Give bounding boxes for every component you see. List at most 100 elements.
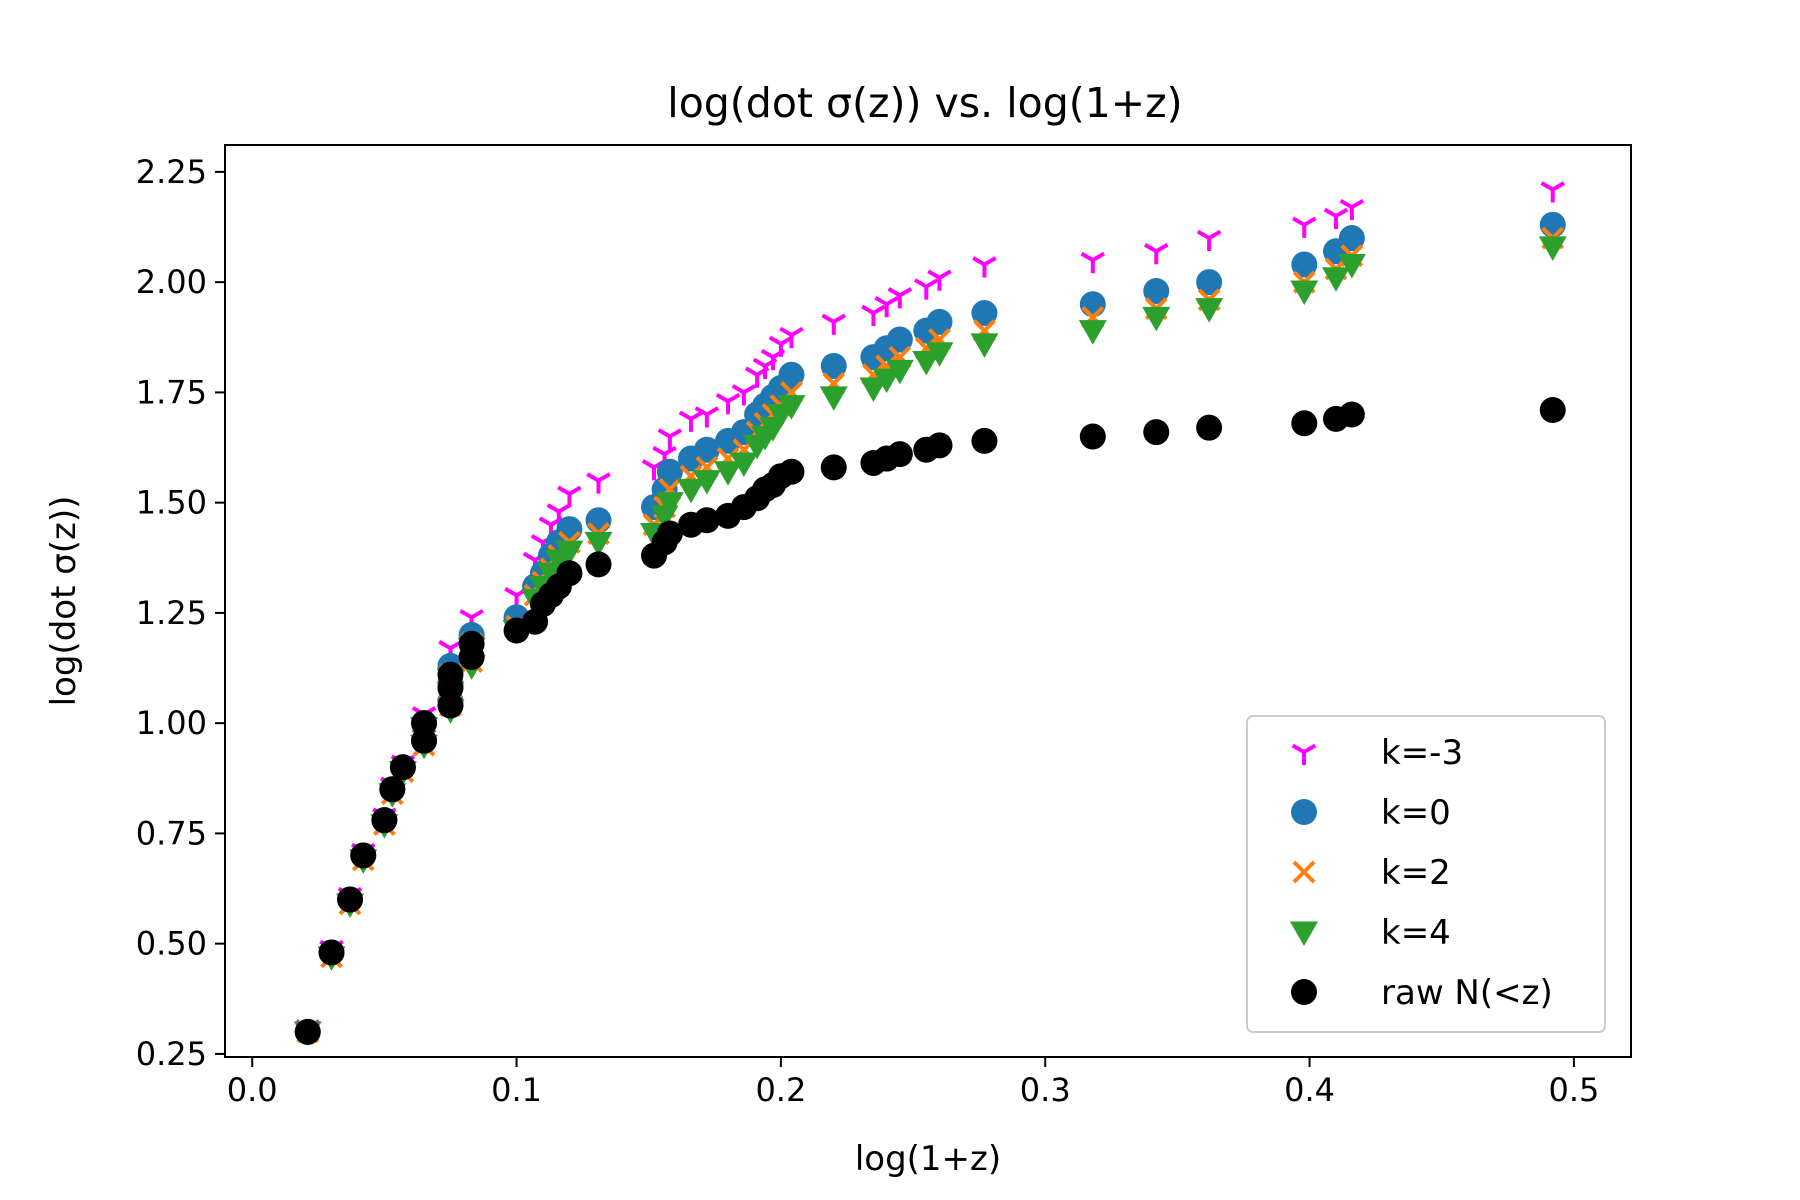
data-point xyxy=(585,551,612,578)
data-point xyxy=(389,754,416,781)
data-point xyxy=(556,516,583,543)
data-point xyxy=(1339,198,1365,221)
data-point xyxy=(350,842,377,869)
data-point xyxy=(861,304,886,327)
y-axis-ticks: 0.25 0.50 0.75 1.00 1.25 1.50 1.75 2.00 2.25 xyxy=(136,153,225,1073)
data-point xyxy=(1290,280,1319,305)
data-point xyxy=(1079,423,1106,450)
legend-label: k=2 xyxy=(1381,853,1451,893)
data-point xyxy=(779,326,804,349)
data-point xyxy=(768,335,794,357)
legend-label: k=-3 xyxy=(1381,733,1463,773)
data-point xyxy=(294,1018,321,1045)
data-point xyxy=(693,507,720,534)
data-point xyxy=(1323,207,1349,230)
data-point xyxy=(1539,397,1566,424)
data-point xyxy=(656,458,683,485)
data-point xyxy=(1142,306,1171,332)
y-axis-label: log(dot σ(z)) xyxy=(44,496,84,707)
data-point xyxy=(971,427,998,454)
legend-marker xyxy=(1291,799,1317,825)
data-point xyxy=(886,441,913,468)
data-point xyxy=(821,313,847,335)
data-point xyxy=(970,333,999,358)
data-point xyxy=(820,454,847,481)
data-point xyxy=(692,470,721,495)
data-point xyxy=(777,395,806,420)
plot-area xyxy=(293,181,1567,1046)
data-point xyxy=(912,351,941,376)
data-point xyxy=(729,452,758,477)
data-point xyxy=(318,939,345,966)
y-tick-label: 1.75 xyxy=(136,373,207,411)
data-point xyxy=(678,410,704,432)
data-point xyxy=(556,560,583,587)
data-point xyxy=(715,392,741,415)
data-point xyxy=(926,308,953,335)
data-point xyxy=(914,278,939,300)
legend-box xyxy=(1246,715,1606,1033)
data-point xyxy=(1322,267,1351,292)
data-point xyxy=(1143,419,1170,446)
data-point xyxy=(874,295,899,318)
data-point xyxy=(859,377,888,402)
legend-label: raw N(<z) xyxy=(1381,973,1553,1013)
y-tick-label: 2.00 xyxy=(136,263,207,301)
x-tick-label: 0.3 xyxy=(1020,1071,1071,1109)
x-tick-label: 0.0 xyxy=(227,1071,278,1109)
y-tick-label: 0.75 xyxy=(136,814,207,852)
data-point xyxy=(694,406,720,428)
data-point xyxy=(585,507,612,534)
legend-label: k=0 xyxy=(1381,793,1451,833)
y-tick-label: 2.25 xyxy=(136,153,207,191)
y-tick-label: 0.25 xyxy=(136,1035,207,1073)
legend-label: k=4 xyxy=(1381,913,1451,953)
data-point xyxy=(778,458,805,485)
y-tick-label: 0.50 xyxy=(136,925,207,963)
data-point xyxy=(1337,254,1366,279)
data-point xyxy=(557,485,582,507)
data-point xyxy=(584,531,613,557)
x-axis-ticks: 0.0 0.1 0.2 0.3 0.4 0.5 xyxy=(227,1057,1599,1109)
legend-marker xyxy=(1291,979,1317,1005)
data-point xyxy=(872,368,901,394)
data-point xyxy=(1539,211,1566,238)
data-point xyxy=(1079,291,1106,318)
data-point xyxy=(714,461,743,486)
data-point xyxy=(1143,243,1169,265)
data-point xyxy=(1143,277,1170,304)
data-point xyxy=(971,300,998,327)
x-tick-label: 0.2 xyxy=(755,1071,806,1109)
data-point xyxy=(1078,320,1107,345)
data-point xyxy=(657,428,683,450)
data-point xyxy=(1195,298,1224,323)
data-point xyxy=(927,269,952,291)
legend-marker xyxy=(1292,860,1316,884)
data-point xyxy=(656,520,683,547)
data-point xyxy=(379,776,406,803)
y-tick-label: 1.50 xyxy=(136,484,207,522)
x-tick-label: 0.5 xyxy=(1548,1071,1599,1109)
data-point xyxy=(555,540,584,566)
data-point xyxy=(820,352,847,379)
data-point xyxy=(1196,229,1222,252)
data-point xyxy=(1080,251,1106,274)
data-point xyxy=(655,492,684,517)
data-point xyxy=(972,256,997,278)
data-point xyxy=(586,472,611,494)
data-point xyxy=(1540,181,1566,203)
legend-marker xyxy=(1290,921,1318,946)
data-point xyxy=(1196,414,1223,441)
data-point xyxy=(1291,251,1318,278)
legend: k=-3 k=0 k=2 k=4 raw N(<z) xyxy=(1246,715,1606,1033)
data-point xyxy=(925,342,954,367)
data-point xyxy=(693,436,720,463)
data-point xyxy=(437,661,464,688)
data-point xyxy=(731,384,757,406)
data-point xyxy=(371,807,398,834)
data-point xyxy=(778,361,805,388)
series-4 xyxy=(294,397,1566,1045)
data-point xyxy=(1291,410,1318,437)
y-tick-label: 1.00 xyxy=(136,704,207,742)
data-point xyxy=(1338,401,1365,428)
